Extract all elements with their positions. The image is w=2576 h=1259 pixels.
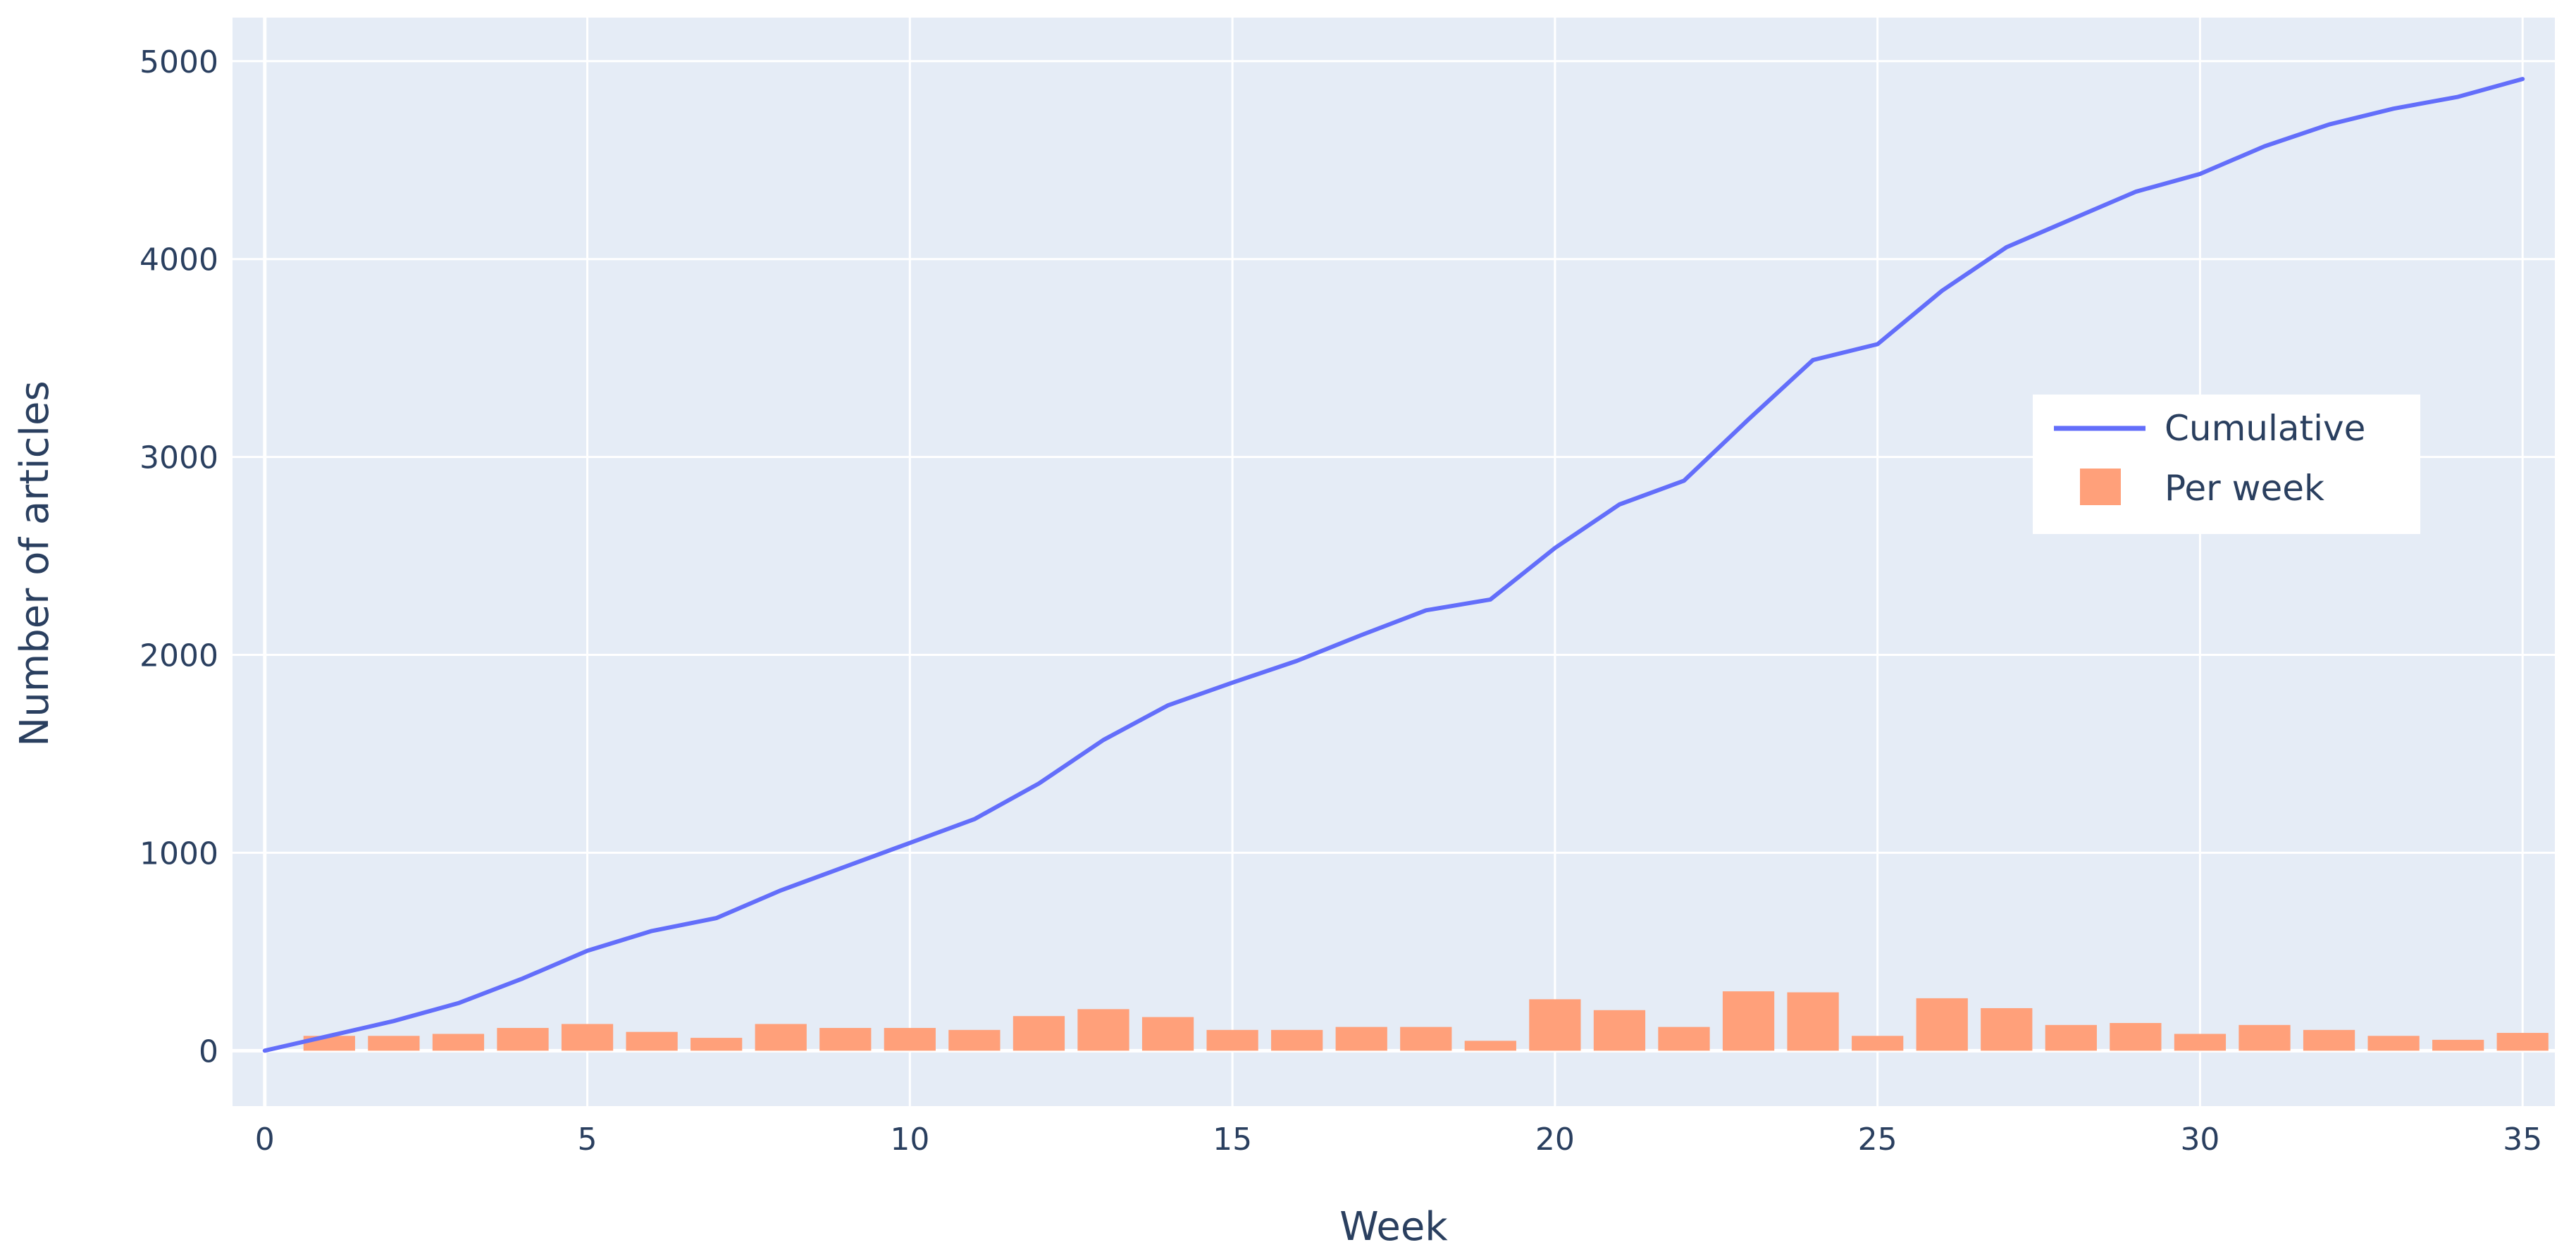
y-tick-label: 2000 xyxy=(140,638,218,674)
legend-box xyxy=(2033,395,2420,534)
bar xyxy=(1464,1041,1516,1051)
x-tick-label: 15 xyxy=(1213,1122,1252,1158)
bar xyxy=(1916,998,1968,1051)
bar xyxy=(2174,1034,2227,1051)
bar xyxy=(1787,992,1839,1051)
x-tick-label: 0 xyxy=(255,1122,275,1158)
legend-label-per-week: Per week xyxy=(2165,468,2324,509)
x-tick-label: 20 xyxy=(1535,1122,1575,1158)
x-tick-label: 5 xyxy=(578,1122,597,1158)
y-tick-labels: 0 1000 2000 3000 4000 5000 xyxy=(140,44,218,1070)
bar xyxy=(497,1028,549,1051)
bar xyxy=(1400,1027,1452,1051)
bar xyxy=(626,1031,678,1051)
bar xyxy=(1981,1007,2033,1051)
y-tick-label: 1000 xyxy=(140,836,218,872)
bar xyxy=(1335,1027,1387,1051)
bar xyxy=(2432,1039,2484,1051)
bar xyxy=(1206,1029,1258,1051)
bar xyxy=(1141,1017,1194,1051)
cumulative-line xyxy=(262,77,2525,1053)
y-tick-label: 3000 xyxy=(140,440,218,476)
bar xyxy=(1529,999,1581,1051)
bar xyxy=(1271,1029,1323,1051)
bar xyxy=(2303,1029,2355,1051)
bar xyxy=(884,1028,936,1051)
bar xyxy=(1593,1010,1646,1051)
y-tick-label: 4000 xyxy=(140,242,218,278)
bar xyxy=(2045,1024,2097,1051)
bar xyxy=(368,1036,420,1051)
bar xyxy=(2110,1023,2162,1051)
x-tick-labels: 0 5 10 15 20 25 30 35 xyxy=(255,1122,2542,1158)
bar xyxy=(948,1029,1001,1051)
bar xyxy=(561,1024,614,1051)
bar xyxy=(819,1028,872,1051)
x-tick-label: 35 xyxy=(2503,1122,2542,1158)
y-axis-title: Number of articles xyxy=(12,380,58,746)
bar xyxy=(755,1024,807,1051)
x-axis-title: Week xyxy=(1339,1204,1448,1250)
bar xyxy=(2238,1024,2291,1051)
y-tick-label: 0 xyxy=(199,1034,218,1069)
line-layer xyxy=(262,77,2525,1053)
x-tick-label: 30 xyxy=(2180,1122,2219,1158)
legend-label-cumulative: Cumulative xyxy=(2165,408,2365,449)
bar xyxy=(1852,1036,1904,1051)
x-tick-label: 10 xyxy=(890,1122,929,1158)
x-tick-label: 25 xyxy=(1858,1122,1897,1158)
bar xyxy=(432,1034,485,1051)
plot-background xyxy=(233,18,2555,1106)
grid-layer xyxy=(233,18,2555,1106)
bar xyxy=(691,1038,743,1051)
bar xyxy=(1077,1009,1129,1051)
bar xyxy=(2367,1036,2420,1051)
bar xyxy=(1013,1016,1065,1051)
legend: Cumulative Per week xyxy=(2033,395,2420,534)
bar xyxy=(1722,991,1775,1051)
bar-layer xyxy=(303,991,2549,1051)
bar xyxy=(1658,1027,1710,1051)
bar xyxy=(2496,1033,2549,1051)
y-tick-label: 5000 xyxy=(140,44,218,80)
legend-swatch-per-week xyxy=(2080,469,2121,505)
